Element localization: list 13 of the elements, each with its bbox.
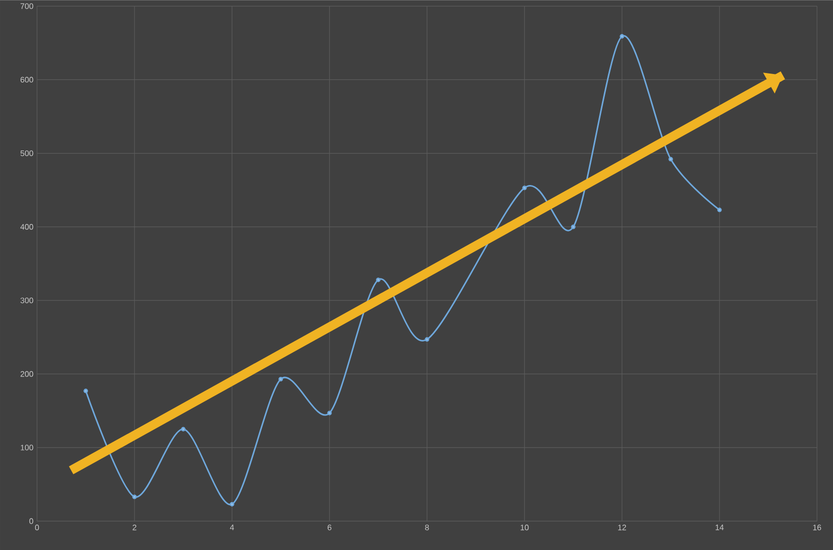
point <box>132 494 137 500</box>
point <box>376 278 381 282</box>
point <box>278 376 284 382</box>
point <box>84 388 88 394</box>
point <box>668 156 673 162</box>
point <box>181 426 186 432</box>
point <box>522 186 527 190</box>
point <box>571 224 576 230</box>
point <box>424 337 430 342</box>
point <box>620 34 624 38</box>
point <box>230 502 234 506</box>
point <box>327 410 332 416</box>
point <box>717 208 722 212</box>
